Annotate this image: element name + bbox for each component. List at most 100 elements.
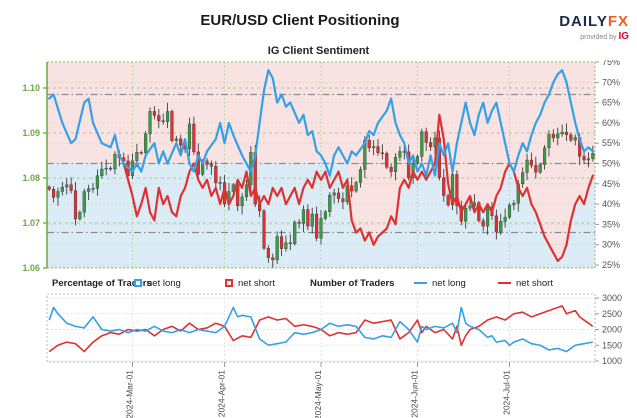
candle-body — [293, 221, 297, 244]
candle-body — [385, 153, 389, 168]
net-long-count-line — [48, 306, 593, 353]
candle-body — [358, 169, 363, 183]
price-axis-label: 1.08 — [22, 173, 40, 183]
candle-body — [573, 137, 577, 141]
trader-count-chart: 3000 2500 2000 1500 1000 2024-Mar-01 2024-Apr-… — [46, 293, 622, 418]
candle-body — [297, 221, 301, 224]
candle-body — [306, 209, 310, 227]
candle-body — [187, 123, 192, 149]
candle-body — [78, 212, 82, 220]
net-short-line-icon — [498, 282, 511, 284]
candle-body — [310, 213, 314, 227]
candle-body — [73, 190, 78, 220]
candle-body — [266, 248, 270, 258]
candle-body — [494, 215, 498, 233]
candle-body — [389, 167, 393, 172]
candle-body — [179, 138, 183, 146]
candle-body — [240, 196, 244, 207]
pct-axis-label: 65% — [602, 98, 620, 108]
candle-body — [328, 194, 332, 212]
candle-body — [271, 257, 275, 261]
candle-body — [393, 157, 398, 172]
candle-body — [236, 184, 240, 207]
candle-body — [455, 174, 459, 207]
candle-body — [82, 191, 86, 213]
candle-body — [91, 188, 95, 190]
chart-legend: Percentage of Traders net long net short… — [0, 276, 637, 292]
candle-body — [47, 186, 51, 190]
candle-body — [323, 211, 327, 219]
candle-body — [591, 153, 595, 159]
net-long-pct-line — [48, 69, 594, 177]
legend-pct-net-long: net long — [134, 276, 181, 290]
candle-body — [481, 220, 485, 227]
candle-body — [350, 185, 354, 192]
candle-body — [569, 134, 573, 141]
candle-body — [468, 205, 472, 209]
candle-body — [336, 192, 341, 199]
candle-body — [556, 133, 560, 139]
count-axis-label: 2500 — [602, 309, 622, 319]
legend-pct-net-short: net short — [225, 276, 275, 290]
candle-body — [512, 203, 516, 206]
dailyfx-logo[interactable]: DAILYFX provided by IG — [559, 14, 629, 42]
candle-body — [354, 182, 358, 192]
candle-body — [529, 159, 534, 166]
candle-body — [301, 209, 306, 224]
candle-body — [157, 115, 161, 122]
net-long-line-icon — [414, 282, 427, 284]
candle-body — [174, 138, 178, 141]
candle-body — [499, 221, 503, 233]
candle-body — [420, 131, 424, 157]
candle-body — [152, 111, 156, 116]
candle-body — [170, 111, 174, 141]
candle-body — [372, 146, 376, 149]
price-axis-label: 1.06 — [22, 263, 40, 272]
price-axis-label: 1.09 — [22, 128, 40, 138]
candle-body — [538, 164, 542, 173]
pct-axis-label: 40% — [602, 199, 620, 209]
date-axis-label: 2024-May-01 — [313, 370, 323, 418]
candle-body — [192, 123, 196, 153]
provided-by-ig: provided by IG — [580, 31, 629, 42]
candle-body — [60, 186, 64, 192]
candle-body — [564, 131, 569, 135]
legend-count-net-long: net long — [414, 276, 466, 290]
candle-body — [148, 111, 152, 135]
candle-body — [139, 152, 143, 154]
pct-axis-label: 50% — [602, 159, 620, 169]
candle-body — [486, 207, 490, 227]
candle-body — [288, 242, 292, 244]
legend-number-of-traders: Number of Traders — [310, 277, 395, 289]
candle-body — [525, 159, 529, 173]
candle-body — [411, 162, 415, 178]
candle-body — [477, 202, 481, 221]
candle-body — [108, 167, 113, 170]
candle-body — [279, 236, 284, 249]
candle-body — [560, 131, 564, 135]
candle-body — [586, 158, 590, 161]
main-plot-area — [47, 62, 595, 268]
candle-body — [161, 120, 165, 123]
date-axis-label: 2024-Jul-01 — [502, 370, 512, 415]
candle-body — [218, 182, 222, 184]
candle-body — [95, 175, 99, 189]
candle-body — [165, 111, 170, 122]
candle-body — [376, 146, 380, 153]
candle-body — [543, 147, 547, 165]
net-long-swatch-icon — [134, 279, 142, 287]
net-short-swatch-icon — [225, 279, 233, 287]
pct-axis-label: 55% — [602, 138, 620, 148]
candle-body — [319, 218, 323, 239]
candle-body — [503, 216, 507, 222]
candle-body — [464, 207, 468, 222]
count-axis-label: 3000 — [602, 293, 622, 303]
count-axis-label: 1500 — [602, 340, 622, 350]
candle-body — [284, 242, 288, 249]
candle-body — [65, 184, 69, 188]
candle-body — [407, 151, 411, 178]
candle-body — [442, 177, 446, 196]
candle-body — [244, 184, 249, 198]
candle-body — [521, 172, 525, 185]
candle-body — [69, 184, 73, 191]
